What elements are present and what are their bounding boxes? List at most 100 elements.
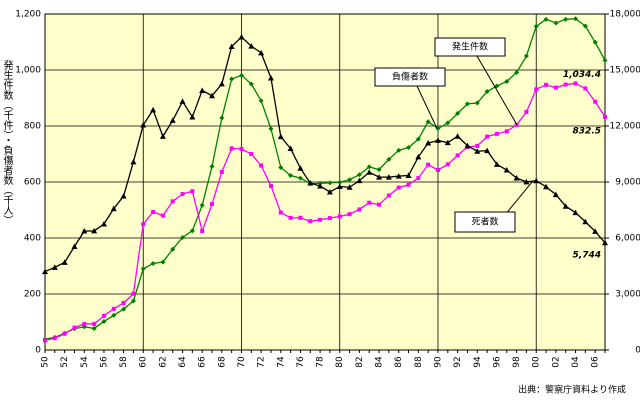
marker <box>485 134 490 139</box>
marker <box>346 184 353 190</box>
legend-box <box>374 67 446 87</box>
marker <box>91 325 97 331</box>
x-tick-label: 88 <box>414 356 424 368</box>
marker <box>572 209 579 216</box>
marker <box>426 162 431 167</box>
marker <box>199 87 206 93</box>
callout-line <box>476 55 518 126</box>
marker <box>455 153 460 158</box>
marker <box>524 110 529 114</box>
x-tick-label: 80 <box>335 356 345 368</box>
marker <box>297 175 303 181</box>
marker <box>52 336 57 341</box>
marker <box>445 120 451 126</box>
marker <box>288 215 293 220</box>
source: 出典：警察庁資料より作成 <box>518 384 626 396</box>
marker <box>553 85 558 90</box>
marker <box>602 57 608 63</box>
marker <box>503 167 510 173</box>
marker <box>140 121 147 128</box>
marker <box>347 212 352 217</box>
x-tick-label: 66 <box>198 356 208 368</box>
marker <box>513 175 520 181</box>
y-axis-title: 発生件数（千件）・負傷者数（千人） <box>1 59 13 225</box>
x-tick-label: 56 <box>99 356 109 368</box>
marker <box>307 180 314 186</box>
marker <box>592 39 598 45</box>
marker <box>219 169 224 174</box>
marker <box>494 131 499 136</box>
marker <box>425 119 431 125</box>
marker <box>131 291 136 296</box>
marker <box>160 213 165 218</box>
marker <box>218 80 225 87</box>
marker <box>200 229 205 233</box>
x-tick-label: 98 <box>512 356 522 368</box>
callout-line <box>416 85 438 129</box>
marker <box>533 23 539 29</box>
marker <box>602 239 608 246</box>
x-tick-label: 86 <box>394 356 404 368</box>
marker <box>396 185 401 190</box>
marker <box>141 222 146 227</box>
marker <box>51 264 58 270</box>
marker <box>326 188 333 195</box>
marker <box>81 228 88 234</box>
marker <box>180 192 185 197</box>
marker <box>573 81 578 86</box>
marker <box>455 110 461 116</box>
marker <box>337 179 343 185</box>
marker <box>71 243 78 250</box>
marker <box>130 298 136 304</box>
marker <box>238 34 245 40</box>
marker <box>72 325 77 330</box>
marker <box>219 115 225 121</box>
marker <box>327 216 332 221</box>
marker <box>474 148 481 154</box>
marker <box>533 177 540 184</box>
x-tick-label: 04 <box>571 356 581 368</box>
marker <box>464 142 471 149</box>
marker <box>592 228 599 234</box>
marker <box>395 173 402 179</box>
series-line <box>44 82 606 342</box>
marker <box>583 86 588 91</box>
x-tick-label: 00 <box>532 356 542 368</box>
marker <box>514 70 520 76</box>
x-tick-label: 78 <box>316 356 326 368</box>
value-label: 5,744 <box>573 250 601 260</box>
marker <box>553 20 559 26</box>
marker <box>258 49 265 56</box>
marker <box>111 312 117 318</box>
marker <box>582 218 589 225</box>
marker <box>366 169 373 175</box>
marker <box>563 82 568 87</box>
marker <box>406 145 412 151</box>
x-tick-label: 72 <box>257 356 267 367</box>
marker <box>504 78 510 84</box>
marker <box>593 99 598 104</box>
marker <box>42 268 48 275</box>
legend-label: 死者数 <box>471 216 498 228</box>
marker <box>544 82 549 87</box>
marker <box>259 163 264 168</box>
y-tick-label: 0 <box>35 346 41 356</box>
y2-tick-label: 3,000 <box>615 290 640 300</box>
marker <box>180 234 186 240</box>
x-tick-label: 74 <box>276 356 286 368</box>
marker <box>210 202 215 207</box>
marker <box>278 210 283 215</box>
y2-tick-label: 18,000 <box>610 10 640 20</box>
marker <box>336 183 343 189</box>
marker <box>239 146 244 151</box>
marker <box>406 182 411 187</box>
marker <box>434 137 441 143</box>
marker <box>377 202 382 207</box>
marker <box>61 259 68 265</box>
marker <box>454 133 461 139</box>
marker <box>425 140 432 146</box>
marker <box>120 193 127 199</box>
x-tick-label: 02 <box>551 356 561 367</box>
marker <box>278 164 284 170</box>
marker <box>62 331 67 336</box>
